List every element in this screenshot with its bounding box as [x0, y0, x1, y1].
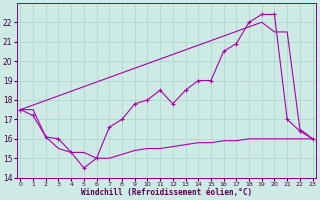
X-axis label: Windchill (Refroidissement éolien,°C): Windchill (Refroidissement éolien,°C)	[81, 188, 252, 197]
